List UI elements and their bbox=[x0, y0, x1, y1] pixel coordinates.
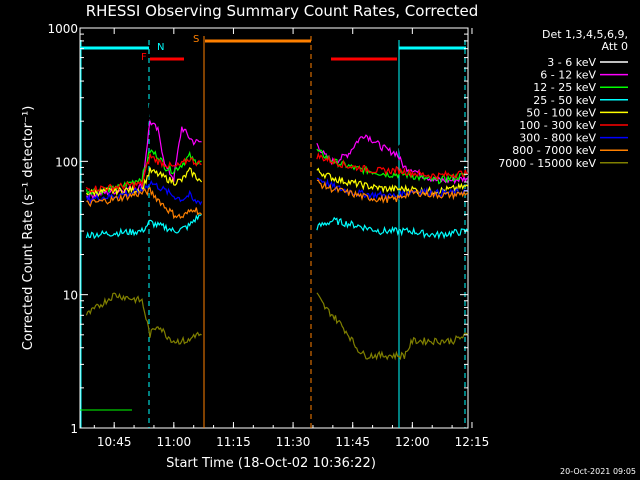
x-tick-label: 11:15 bbox=[216, 435, 251, 449]
series-line-5 bbox=[85, 153, 202, 193]
series-line-1 bbox=[85, 118, 202, 201]
annotation-n: N bbox=[157, 42, 164, 53]
overlays-layer: FN S bbox=[80, 34, 466, 428]
series-line-5 bbox=[316, 151, 469, 181]
x-tick-label: 12:00 bbox=[395, 435, 430, 449]
legend-label: 3 - 6 keV bbox=[547, 56, 596, 69]
y-tick-label: 100 bbox=[55, 155, 78, 169]
legend-label: 25 - 50 keV bbox=[533, 94, 596, 107]
footer-timestamp: 20-Oct-2021 09:05 bbox=[560, 467, 636, 476]
legend-label: 800 - 7000 keV bbox=[512, 144, 596, 157]
x-tick-label: 11:45 bbox=[335, 435, 370, 449]
x-tick-label: 10:45 bbox=[97, 435, 132, 449]
legend-label: 100 - 300 keV bbox=[519, 119, 596, 132]
plot-frame bbox=[79, 27, 469, 429]
annotation-s: S bbox=[193, 34, 199, 45]
legend-label: 7000 - 15000 keV bbox=[498, 157, 596, 170]
x-tick-label: 11:30 bbox=[276, 435, 311, 449]
series-line-3 bbox=[85, 213, 202, 240]
x-tick-label: 12:15 bbox=[455, 435, 490, 449]
series-line-8 bbox=[85, 292, 202, 345]
legend-header-line-2: Att 0 bbox=[602, 40, 628, 53]
x-tick-label: 11:00 bbox=[157, 435, 192, 449]
legend-label: 12 - 25 keV bbox=[533, 81, 596, 94]
series-line-1 bbox=[316, 134, 469, 185]
series-layer bbox=[85, 98, 469, 361]
series-line-7 bbox=[86, 187, 203, 220]
series-line-3 bbox=[316, 216, 469, 240]
legend-header-line-1: Det 1,3,4,5,6,9, bbox=[542, 28, 628, 41]
chart-title: RHESSI Observing Summary Count Rates, Co… bbox=[86, 2, 479, 20]
legend-label: 50 - 100 keV bbox=[526, 106, 596, 119]
series-line-8 bbox=[316, 292, 469, 361]
y-tick-label: 1 bbox=[70, 422, 78, 436]
x-axis-title: Start Time (18-Oct-02 10:36:22) bbox=[166, 456, 376, 471]
legend-label: 300 - 800 keV bbox=[519, 132, 596, 145]
series-line-0 bbox=[86, 98, 203, 200]
annotation-f: F bbox=[141, 52, 147, 63]
ticks-layer: 10:45 11:00 11:15 11:30 11:45 12:00 12:15 1 10 10… bbox=[47, 22, 489, 449]
y-axis-title: Corrected Count Rate (s⁻¹ detector⁻¹) bbox=[21, 106, 36, 351]
legend-label: 6 - 12 keV bbox=[540, 69, 596, 82]
series-line-2 bbox=[316, 148, 469, 185]
series-line-7 bbox=[316, 179, 469, 204]
y-tick-label: 1000 bbox=[47, 22, 78, 36]
y-tick-label: 10 bbox=[63, 289, 78, 303]
